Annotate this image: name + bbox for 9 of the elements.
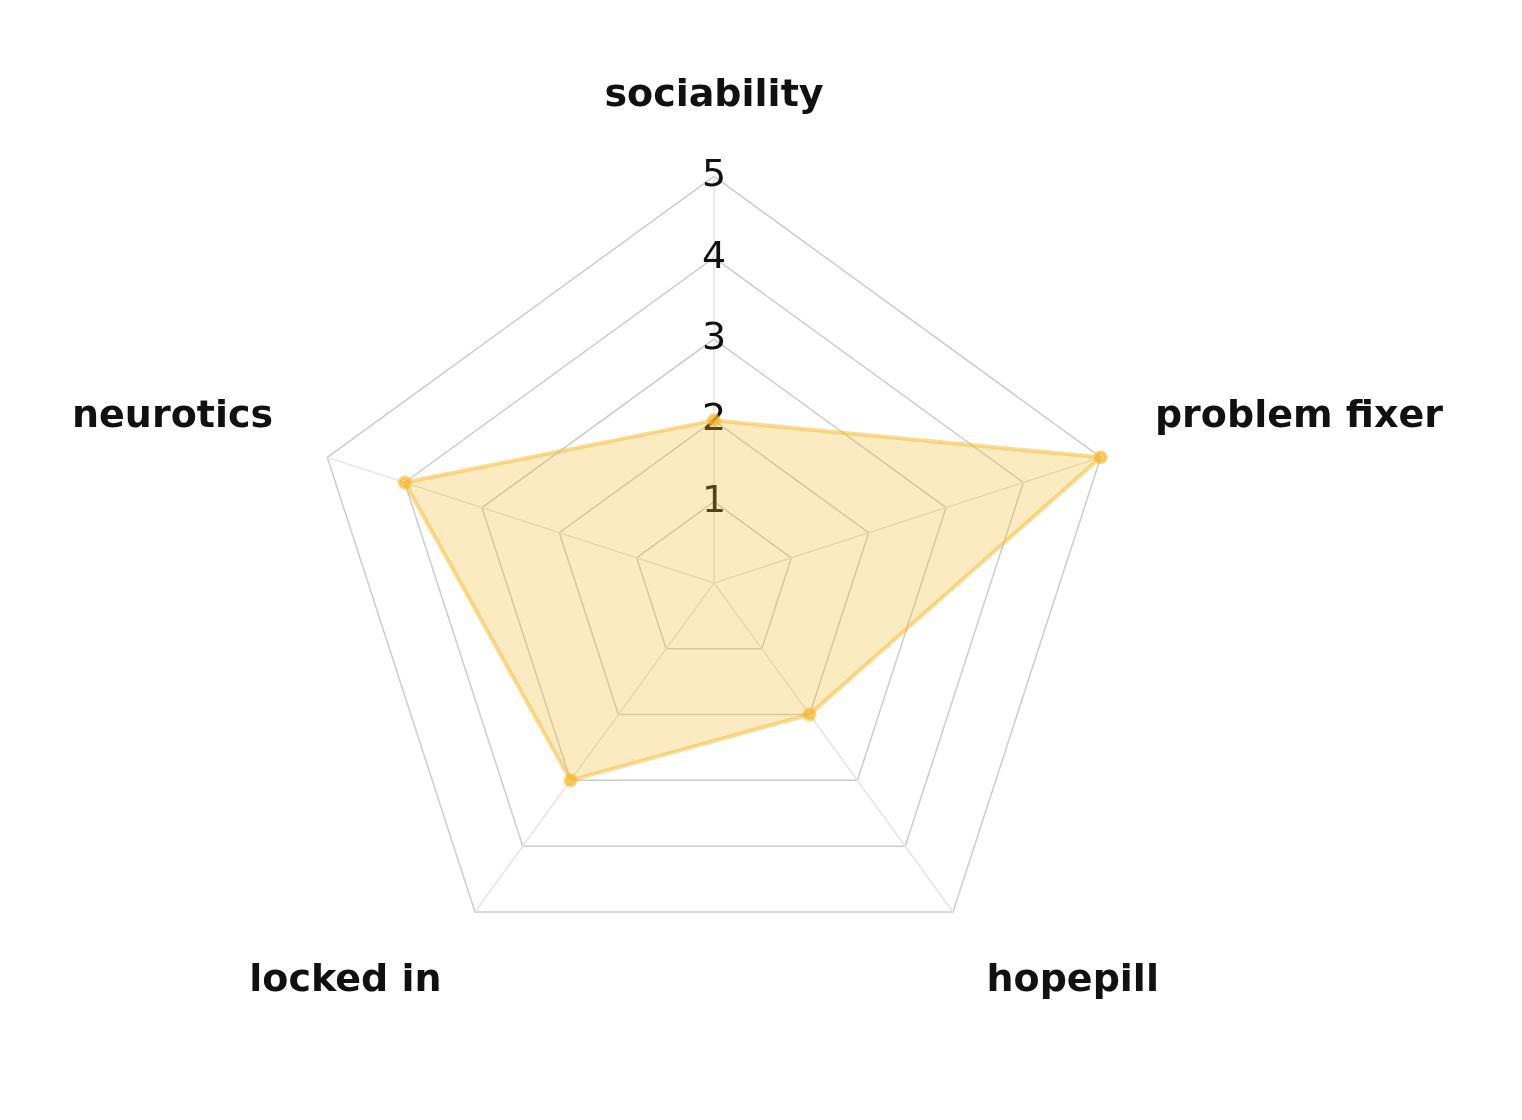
spoke-label: neurotics [72, 391, 274, 436]
spoke-label: hopepill [986, 955, 1159, 1000]
y-tick-label: 5 [701, 151, 727, 196]
y-tick-label: 3 [701, 313, 727, 358]
y-tick-label: 1 [701, 476, 727, 521]
spoke-label: locked in [249, 955, 442, 1000]
y-tick-label: 4 [701, 232, 727, 277]
spoke-label: problem fixer [1154, 391, 1444, 436]
spoke-label: sociability [604, 71, 824, 116]
